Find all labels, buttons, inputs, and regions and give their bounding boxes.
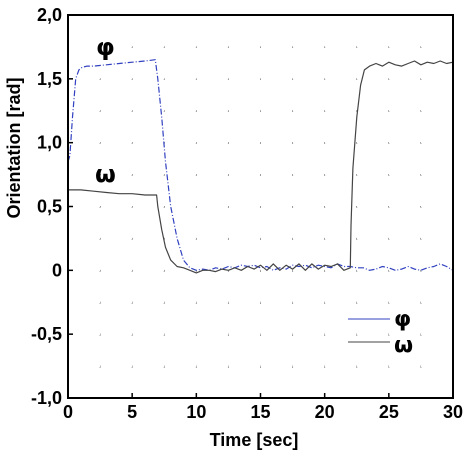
legend-label-omega: ω (394, 333, 413, 358)
x-tick-label: 25 (379, 402, 399, 422)
ticks: 0 5 10 15 20 25 30 -1,0 -0,5 0 0,5 1,0 1,5 2,0 (31, 5, 463, 422)
phi-annotation: φ (96, 33, 115, 61)
y-axis-label: Orientation [rad] (4, 77, 24, 218)
y-tick-label: 1,0 (37, 133, 62, 153)
legend-label-phi: φ (394, 307, 411, 332)
x-tick-label: 30 (443, 402, 463, 422)
y-tick-label: 0,5 (37, 197, 62, 217)
x-tick-label: 15 (250, 402, 270, 422)
series-line-omega (68, 60, 454, 274)
x-tick-label: 10 (186, 402, 206, 422)
legend: φ ω (348, 307, 413, 358)
x-tick-label: 20 (315, 402, 335, 422)
y-tick-label: 1,5 (37, 69, 62, 89)
y-tick-label: -1,0 (31, 388, 62, 408)
series-layer (67, 59, 454, 274)
x-axis-label: Time [sec] (210, 430, 299, 450)
x-tick-label: 5 (127, 402, 137, 422)
series-line-phi (67, 59, 454, 271)
x-tick-label: 0 (63, 402, 73, 422)
y-tick-label: 0 (52, 260, 62, 280)
y-tick-label: 2,0 (37, 5, 62, 25)
y-tick-label: -0,5 (31, 324, 62, 344)
omega-annotation: ω (95, 160, 116, 188)
